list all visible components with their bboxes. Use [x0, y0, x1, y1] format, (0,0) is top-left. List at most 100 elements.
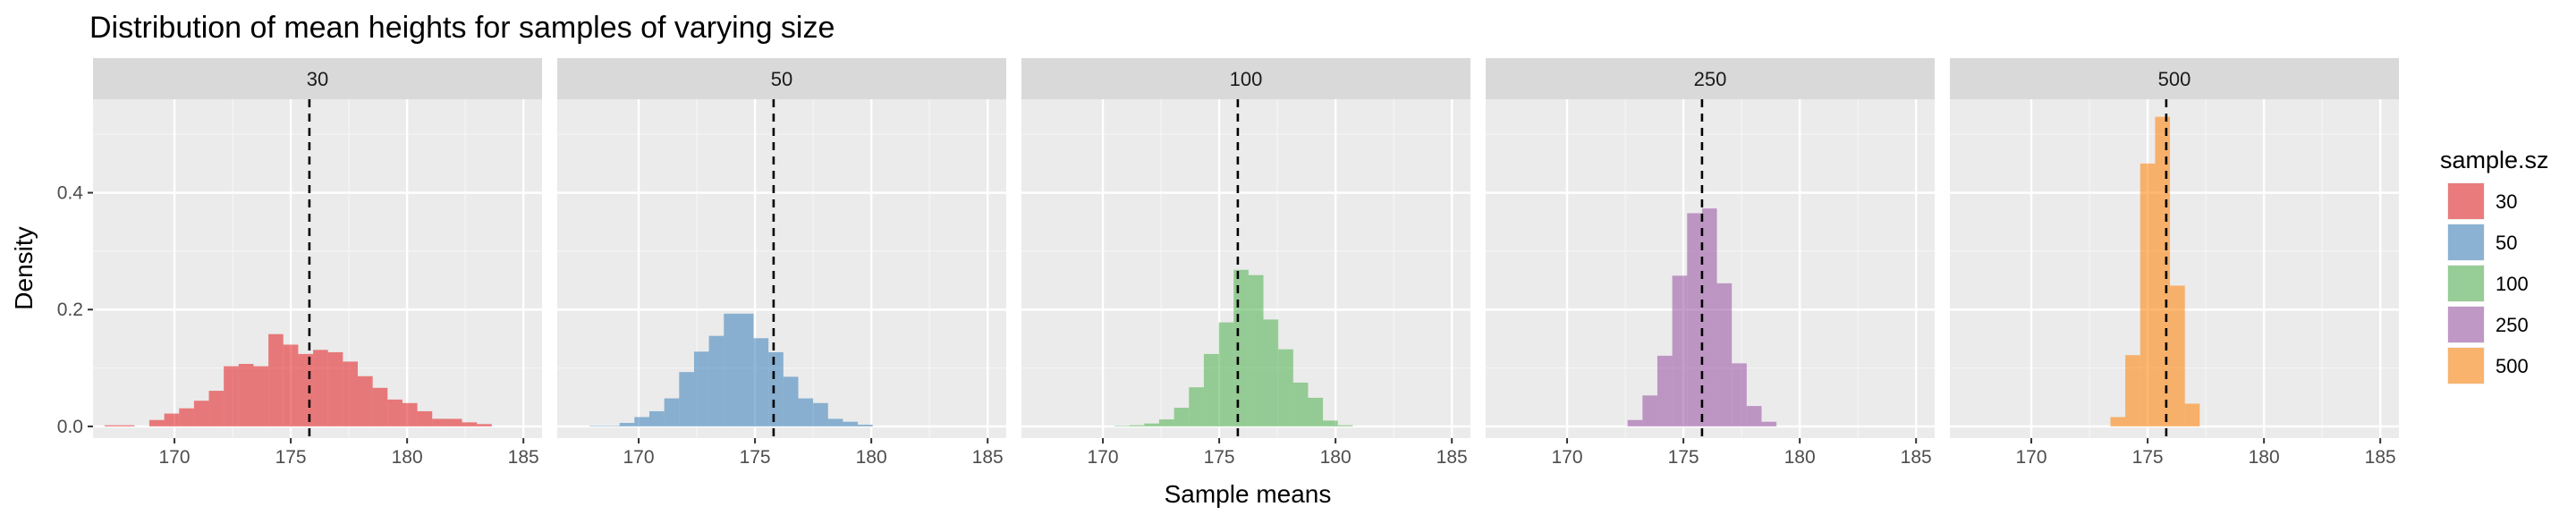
x-tick-label: 175	[1204, 447, 1235, 468]
x-tick-label: 180	[856, 447, 887, 468]
histogram-bar	[2140, 163, 2156, 426]
histogram-bar	[664, 398, 680, 426]
facet-strip	[1950, 58, 2399, 99]
legend-key	[2448, 183, 2484, 219]
histogram-bar	[343, 361, 358, 426]
legend-key	[2448, 224, 2484, 260]
histogram-bar	[738, 313, 754, 426]
facet-strip	[557, 58, 1006, 99]
histogram-bar	[768, 351, 784, 426]
histogram-bar	[1203, 353, 1219, 426]
histogram-bar	[813, 402, 828, 426]
facet-strip-label: 250	[1694, 68, 1727, 90]
histogram-bar	[2155, 116, 2171, 426]
histogram-bar	[843, 421, 859, 426]
facet-strip-label: 500	[2158, 68, 2191, 90]
facet-strip	[93, 58, 542, 99]
histogram-bar	[1174, 408, 1190, 426]
histogram-bar	[634, 417, 650, 426]
histogram-bar	[417, 410, 433, 426]
y-tick-label: 0.2	[57, 300, 83, 320]
histogram-bar	[1144, 423, 1159, 426]
histogram-bar	[224, 366, 239, 426]
histogram-bar	[446, 418, 462, 426]
legend: sample.sz 30 50 100 250 500	[2440, 147, 2549, 384]
facet-strip-label: 100	[1230, 68, 1263, 90]
histogram-bar	[1701, 208, 1717, 426]
x-tick-label: 170	[1552, 447, 1583, 468]
x-tick-label: 180	[1320, 447, 1352, 468]
x-tick-label: 170	[1088, 447, 1119, 468]
x-axis-title: Sample means	[1165, 480, 1332, 508]
histogram-bar	[253, 366, 269, 426]
histogram-bar	[679, 372, 694, 426]
legend-label: 100	[2496, 273, 2529, 295]
histogram-bar	[387, 399, 402, 426]
facet-strip-label: 50	[771, 68, 792, 90]
histogram-bar	[357, 376, 373, 426]
legend-key	[2448, 307, 2484, 342]
facet-panel-250: 250 170 175 180 185	[1486, 58, 1935, 468]
y-tick-label: 0.0	[57, 417, 83, 437]
legend-label: 500	[2496, 355, 2529, 377]
histogram-bar	[1716, 283, 1733, 426]
histogram-bar	[2110, 417, 2126, 426]
histogram-bar	[462, 422, 478, 426]
histogram-bar	[1687, 213, 1702, 426]
facet-strip-label: 30	[307, 68, 328, 90]
histogram-bar	[783, 376, 799, 426]
facet-panels: 30 170 175 180 185 50 170 175 180 185 100 170 175 180…	[93, 58, 2399, 468]
histogram-bar	[238, 364, 254, 426]
legend-key	[2448, 266, 2484, 301]
histogram-bar	[1292, 382, 1309, 426]
histogram-bar	[798, 398, 814, 426]
facet-strip	[1021, 58, 1470, 99]
legend-label: 50	[2496, 232, 2517, 254]
histogram-bar	[2125, 355, 2140, 426]
histogram-bar	[148, 419, 165, 426]
histogram-bar	[1158, 419, 1174, 426]
x-tick-label: 175	[275, 447, 307, 468]
histogram-bar	[619, 423, 635, 426]
histogram-bar	[372, 387, 388, 426]
x-tick-label: 175	[1668, 447, 1699, 468]
histogram-bar	[1308, 397, 1324, 426]
histogram-bar	[179, 408, 194, 426]
histogram-bar	[1627, 419, 1643, 426]
facet-panel-100: 100 170 175 180 185	[1021, 58, 1470, 468]
x-tick-label: 185	[508, 447, 539, 468]
histogram-bar	[283, 344, 299, 426]
facet-panel-30: 30 170 175 180 185	[93, 58, 542, 468]
histogram-bar	[1642, 395, 1657, 426]
x-tick-label: 175	[2132, 447, 2164, 468]
histogram-bar	[298, 353, 314, 426]
x-tick-label: 185	[972, 447, 1004, 468]
x-tick-label: 180	[2249, 447, 2280, 468]
histogram-bar	[313, 350, 328, 426]
facet-strip	[1486, 58, 1935, 99]
histogram-bar	[708, 335, 724, 426]
histogram-bar	[1746, 406, 1762, 426]
legend-label: 250	[2496, 314, 2529, 336]
facet-panel-500: 500 170 175 180 185	[1950, 58, 2399, 468]
histogram-bar	[1189, 387, 1204, 426]
x-tick-label: 170	[2016, 447, 2047, 468]
histogram-bar	[477, 424, 492, 426]
histogram-bar	[649, 410, 665, 426]
legend-item-50: 50	[2447, 224, 2517, 261]
histogram-bar	[1278, 349, 1293, 426]
histogram-bar	[1761, 421, 1777, 426]
histogram-bar	[432, 418, 447, 426]
legend-title: sample.sz	[2440, 147, 2549, 173]
legend-item-100: 100	[2447, 265, 2529, 302]
legend-item-30: 30	[2447, 182, 2517, 220]
histogram-bar	[268, 333, 284, 426]
histogram-bar	[724, 313, 739, 426]
histogram-bar	[1218, 322, 1234, 426]
x-tick-label: 170	[159, 447, 191, 468]
x-tick-label: 185	[1901, 447, 1932, 468]
histogram-bar	[2170, 285, 2185, 426]
histogram-bar	[1672, 275, 1688, 426]
histogram-bar	[753, 338, 769, 426]
